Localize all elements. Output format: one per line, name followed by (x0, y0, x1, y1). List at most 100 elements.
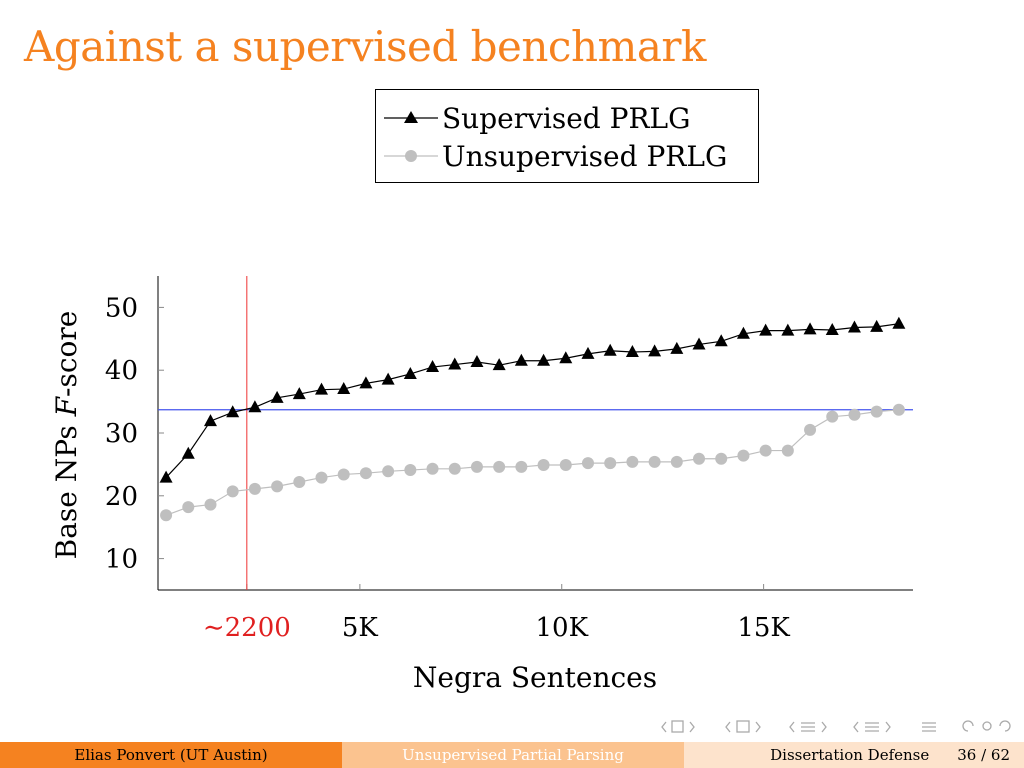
data-point-supervised (692, 337, 706, 350)
legend-item-unsupervised: Unsupervised PRLG (384, 138, 727, 174)
data-point-unsupervised (648, 455, 661, 468)
data-point-supervised (581, 346, 595, 359)
x-axis-label: Negra Sentences (413, 661, 657, 694)
y-tick-label: 40 (105, 356, 138, 386)
data-point-supervised (403, 366, 417, 379)
data-point-unsupervised (515, 460, 528, 473)
nav-prev-frame-icon (725, 721, 731, 733)
footer-page-number: 36 / 62 (957, 746, 1010, 764)
data-point-unsupervised (826, 410, 839, 423)
data-point-unsupervised (892, 403, 905, 416)
data-point-unsupervised (781, 444, 794, 457)
data-point-supervised (514, 353, 528, 366)
data-point-supervised (292, 387, 306, 400)
data-point-supervised (537, 353, 551, 366)
nav-back-icon (962, 720, 974, 732)
nav-search-icon (982, 721, 992, 731)
data-point-unsupervised (870, 405, 883, 418)
data-point-supervised (870, 319, 884, 332)
data-point-supervised (492, 358, 506, 371)
nav-align-icon (922, 722, 936, 732)
data-point-unsupervised (359, 467, 372, 480)
data-point-supervised (381, 372, 395, 385)
data-point-supervised (892, 316, 906, 329)
data-point-supervised (759, 323, 773, 336)
beamer-navigation-bar[interactable] (660, 718, 1016, 736)
y-tick-label: 50 (105, 293, 138, 323)
y-tick-label: 20 (105, 482, 138, 512)
data-point-unsupervised (426, 462, 439, 475)
data-point-unsupervised (693, 452, 706, 465)
data-point-unsupervised (537, 459, 550, 472)
legend-label-unsupervised: Unsupervised PRLG (442, 139, 728, 173)
data-point-unsupervised (604, 457, 617, 470)
legend-item-supervised: Supervised PRLG (384, 100, 691, 136)
data-point-unsupervised (581, 457, 594, 470)
data-point-unsupervised (448, 462, 461, 475)
nav-prev-subsection-icon (789, 721, 795, 733)
data-point-supervised (359, 376, 373, 389)
data-point-unsupervised (715, 452, 728, 465)
data-point-unsupervised (737, 449, 750, 462)
data-point-unsupervised (160, 509, 173, 522)
data-point-supervised (270, 390, 284, 403)
data-point-unsupervised (248, 482, 261, 495)
data-point-supervised (825, 323, 839, 336)
data-point-unsupervised (626, 455, 639, 468)
data-point-supervised (315, 382, 329, 395)
nav-forward-icon (999, 720, 1011, 732)
data-point-supervised (426, 360, 440, 373)
chart-legend: Supervised PRLG Unsupervised PRLG (375, 89, 759, 183)
data-point-supervised (181, 446, 195, 459)
data-point-supervised (648, 344, 662, 357)
data-point-supervised (226, 405, 240, 418)
data-point-supervised (448, 357, 462, 370)
nav-prev-section-icon (853, 721, 859, 733)
footer-event: Dissertation Defense 36 / 62 (684, 742, 1024, 768)
data-point-supervised (847, 320, 861, 333)
data-point-unsupervised (559, 459, 572, 472)
data-point-unsupervised (670, 455, 683, 468)
data-point-unsupervised (315, 471, 328, 484)
data-point-unsupervised (493, 460, 506, 473)
x-tick-label: 5K (342, 613, 379, 643)
data-point-supervised (714, 334, 728, 347)
footer-author: Elias Ponvert (UT Austin) (0, 742, 342, 768)
data-point-unsupervised (470, 460, 483, 473)
data-point-unsupervised (293, 475, 306, 488)
nav-next-slide-icon (689, 721, 695, 733)
data-point-supervised (559, 351, 573, 364)
data-point-unsupervised (382, 465, 395, 478)
data-point-supervised (803, 322, 817, 335)
data-point-supervised (248, 400, 262, 413)
series-line-unsupervised (165, 409, 899, 516)
data-point-unsupervised (404, 464, 417, 477)
data-point-supervised (470, 355, 484, 368)
nav-next-section-icon (885, 721, 891, 733)
data-point-supervised (736, 326, 750, 339)
data-point-unsupervised (226, 485, 239, 498)
data-point-supervised (203, 414, 217, 427)
data-point-unsupervised (848, 408, 861, 421)
slide-title: Against a supervised benchmark (24, 22, 706, 71)
data-point-supervised (337, 382, 351, 395)
nav-next-subsection-icon (821, 721, 827, 733)
nav-prev-slide-icon (661, 721, 667, 733)
data-point-supervised (603, 343, 617, 356)
y-axis-label: Base NPs F-score (50, 311, 83, 560)
y-tick-label: 30 (105, 419, 138, 449)
y-tick-label: 10 (105, 545, 138, 575)
data-point-unsupervised (804, 423, 817, 436)
nav-frame-icon (736, 720, 750, 733)
data-point-supervised (781, 323, 795, 336)
data-point-unsupervised (337, 468, 350, 481)
footer-bar: Elias Ponvert (UT Austin) Unsupervised P… (0, 742, 1024, 768)
legend-label-supervised: Supervised PRLG (442, 101, 691, 135)
data-point-unsupervised (182, 501, 195, 514)
circle-marker-icon (384, 150, 438, 162)
data-point-unsupervised (759, 444, 772, 457)
nav-slide-icon (671, 720, 684, 733)
footer-event-name: Dissertation Defense (770, 746, 930, 764)
data-point-supervised (625, 344, 639, 357)
triangle-marker-icon (384, 111, 438, 123)
